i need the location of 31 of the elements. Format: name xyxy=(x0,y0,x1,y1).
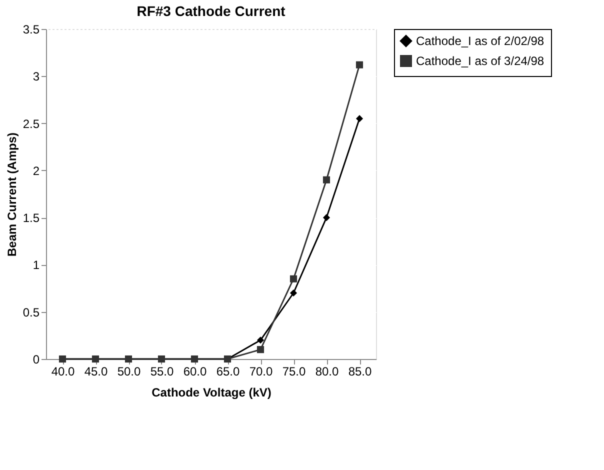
x-tick-label: 50.0 xyxy=(117,364,141,378)
x-tick-label: 75.0 xyxy=(282,364,306,378)
point xyxy=(290,275,298,282)
x-tick-label: 65.0 xyxy=(216,364,240,378)
y-tick-label: 2.5 xyxy=(22,116,40,131)
chart-title: RF#3 Cathode Current xyxy=(136,3,286,19)
x-tick-label: 80.0 xyxy=(315,364,339,378)
legend-label: Cathode_I as of 3/24/98 xyxy=(416,54,544,68)
y-tick-label: 2 xyxy=(32,164,40,178)
legend-label: Cathode_I as of 2/02/98 xyxy=(416,34,544,48)
point xyxy=(356,61,364,68)
y-tick-label: 3.5 xyxy=(22,22,40,36)
y-tick-label: 1.5 xyxy=(22,211,40,226)
y-axis-title: Beam Current (Amps) xyxy=(4,132,19,257)
y-tick-label: 3 xyxy=(32,70,40,84)
y-tick-label: 0.5 xyxy=(22,305,40,320)
point xyxy=(356,115,364,122)
x-axis-title: Cathode Voltage (kV) xyxy=(152,386,272,400)
point xyxy=(256,336,264,344)
x-tick-label: 40.0 xyxy=(51,364,75,378)
point xyxy=(322,214,330,222)
point xyxy=(290,289,298,297)
point xyxy=(256,346,264,354)
x-tick-label: 85.0 xyxy=(348,364,372,378)
x-tick-label: 45.0 xyxy=(84,364,108,378)
x-tick-label: 70.0 xyxy=(249,364,273,378)
point xyxy=(322,176,330,184)
x-tick-label: 60.0 xyxy=(183,364,207,378)
y-tick-label: 1 xyxy=(32,258,40,272)
y-tick-label: 0 xyxy=(32,352,40,366)
x-tick-label: 55.0 xyxy=(150,364,174,378)
